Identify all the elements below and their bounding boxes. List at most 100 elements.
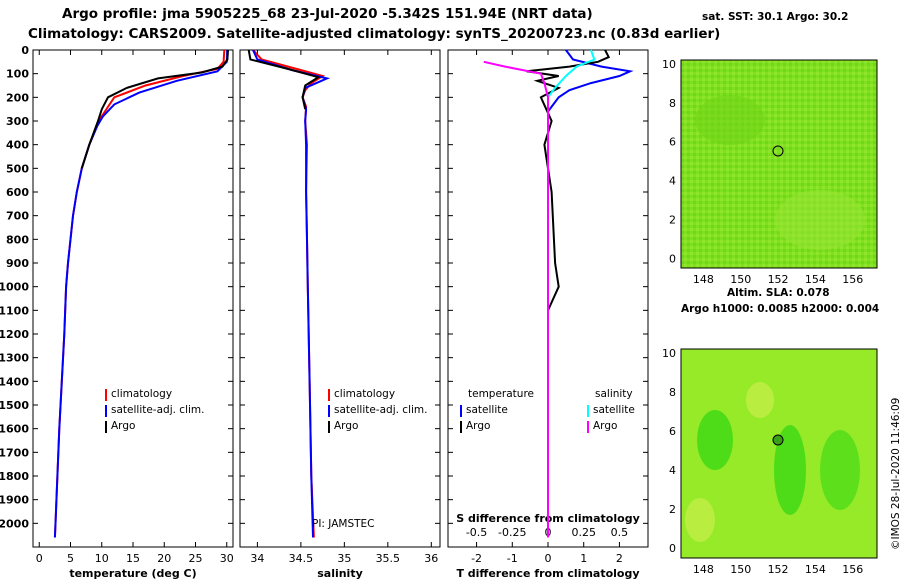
- y-tick-label: 100: [6, 68, 29, 81]
- y-tick-label: 1300: [0, 352, 29, 365]
- legend-climatology: climatology: [111, 388, 173, 400]
- map-y-tick-label-top: 0: [669, 252, 676, 265]
- maps: [680, 59, 878, 559]
- chart-title-line2: Climatology: CARS2009. Satellite-adjuste…: [28, 26, 721, 42]
- map-y-tick-label-bottom: 4: [669, 464, 676, 477]
- x-axis-label-difference: T difference from climatology: [456, 567, 639, 580]
- y-tick-label: 600: [6, 186, 29, 199]
- map-top-blob: [695, 95, 765, 145]
- x-axis-label-salinity: salinity: [317, 567, 363, 580]
- map-y-tick-label-top: 4: [669, 175, 676, 188]
- map-x-tick-label-bottom: 148: [693, 563, 714, 576]
- y-tick-label: 1400: [0, 375, 29, 388]
- legend-argo: Argo: [111, 420, 136, 432]
- series-salinity-argo: [247, 49, 321, 110]
- map-bottom-float-marker: [772, 434, 784, 446]
- legend-t-satellite: satellite: [466, 404, 508, 416]
- y-tick-label: 1800: [0, 470, 29, 483]
- map-top-title: sat. SST: 30.1 Argo: 30.2: [702, 11, 849, 23]
- map-y-tick-label-bottom: 8: [669, 386, 676, 399]
- map-y-tick-label-bottom: 0: [669, 542, 676, 555]
- y-tick-label: 1700: [0, 446, 29, 459]
- map-x-tick-label-bottom: 154: [805, 563, 826, 576]
- legend-climatology-sal: climatology: [334, 388, 396, 400]
- series-temperature-climatology: [53, 49, 226, 538]
- map-x-tick-label-top: 150: [730, 273, 751, 286]
- x-tick-label-difference: 0: [545, 552, 552, 565]
- map-y-tick-label-bottom: 2: [669, 503, 676, 516]
- map-bottom-blob: [774, 425, 806, 515]
- map-x-tick-label-top: 148: [693, 273, 714, 286]
- legend-s-argo: Argo: [593, 420, 618, 432]
- x-tick-label-temperature: 30: [220, 552, 234, 565]
- x2-tick-label: 0.5: [611, 526, 629, 539]
- map-top-float-marker: [772, 145, 784, 157]
- map-y-tick-label-top: 6: [669, 136, 676, 149]
- x-tick-label-difference: 1: [580, 552, 587, 565]
- map-bottom-blob: [746, 382, 774, 418]
- y-tick-label: 1200: [0, 328, 29, 341]
- x-tick-label-temperature: 15: [126, 552, 140, 565]
- plot-frame-salinity: [239, 49, 441, 548]
- x2-tick-label: -0.25: [498, 526, 526, 539]
- map-top-subtitle: Altim. SLA: 0.078: [727, 287, 830, 299]
- series-temperature-satellite-adj-clim-: [53, 49, 229, 538]
- map-y-tick-label-top: 10: [662, 58, 676, 71]
- map-bottom-title: Argo h1000: 0.0085 h2000: 0.004: [681, 303, 880, 315]
- map-top-blob: [775, 190, 865, 250]
- x-tick-label-difference: -1: [507, 552, 518, 565]
- y-tick-label: 1600: [0, 423, 29, 436]
- map-y-tick-label-top: 2: [669, 213, 676, 226]
- x2-tick-label: -0.5: [466, 526, 487, 539]
- map-y-tick-label-bottom: 6: [669, 425, 676, 438]
- series-difference-t-satellite: [547, 49, 634, 538]
- map-x-tick-label-bottom: 152: [768, 563, 789, 576]
- y-tick-label: 800: [6, 233, 29, 246]
- series-difference-s-argo: [483, 60, 549, 538]
- y-tick-label: 1500: [0, 399, 29, 412]
- map-bottom-blob: [685, 498, 715, 542]
- x-tick-label-salinity: 35: [337, 552, 351, 565]
- map-x-tick-label-bottom: 156: [842, 563, 863, 576]
- y-tick-label: 0: [21, 44, 29, 57]
- x-axis-label-temperature: temperature (deg C): [69, 567, 196, 580]
- legend-t-argo: Argo: [466, 420, 491, 432]
- x-tick-label-salinity: 36: [424, 552, 438, 565]
- legend-temperature-head: temperature: [468, 388, 534, 400]
- x-tick-label-salinity: 35.5: [376, 552, 401, 565]
- x-tick-label-temperature: 25: [189, 552, 203, 565]
- map-bottom-blob: [820, 430, 860, 510]
- x-tick-label-salinity: 34: [250, 552, 264, 565]
- x-tick-label-difference: -2: [471, 552, 482, 565]
- legend-argo-sal: Argo: [334, 420, 359, 432]
- map-y-tick-label-bottom: 10: [662, 347, 676, 360]
- x2-tick-label: 0.25: [571, 526, 596, 539]
- y-tick-label: 900: [6, 257, 29, 270]
- legend-satellite-clim-sal: satellite-adj. clim.: [334, 404, 428, 416]
- x-tick-label-difference: 2: [616, 552, 623, 565]
- y-tick-label: 500: [6, 162, 29, 175]
- chart-title-line1: Argo profile: jma 5905225_68 23-Jul-2020…: [62, 6, 593, 22]
- pi-label: PI: JAMSTEC: [312, 518, 375, 530]
- x-tick-label-temperature: 20: [157, 552, 171, 565]
- x-tick-label-temperature: 10: [95, 552, 109, 565]
- y-tick-label: 400: [6, 139, 29, 152]
- x-tick-label-temperature: 0: [36, 552, 43, 565]
- x-tick-label-temperature: 5: [67, 552, 74, 565]
- plot-frame-temperature: [32, 49, 234, 548]
- y-tick-label: 1900: [0, 494, 29, 507]
- map-x-tick-label-top: 152: [768, 273, 789, 286]
- legend-s-satellite: satellite: [593, 404, 635, 416]
- map-x-tick-label-bottom: 150: [730, 563, 751, 576]
- series-salinity-satellite-adj-clim-: [252, 49, 331, 538]
- y-tick-label: 700: [6, 210, 29, 223]
- y-tick-label: 2000: [0, 517, 29, 530]
- map-x-tick-label-top: 156: [842, 273, 863, 286]
- y-tick-label: 300: [6, 115, 29, 128]
- map-bottom-blob: [697, 410, 733, 470]
- series-salinity-climatology: [252, 49, 326, 538]
- legend-satellite-clim: satellite-adj. clim.: [111, 404, 205, 416]
- series-temperature-argo: [80, 49, 229, 169]
- y-tick-label: 1000: [0, 281, 29, 294]
